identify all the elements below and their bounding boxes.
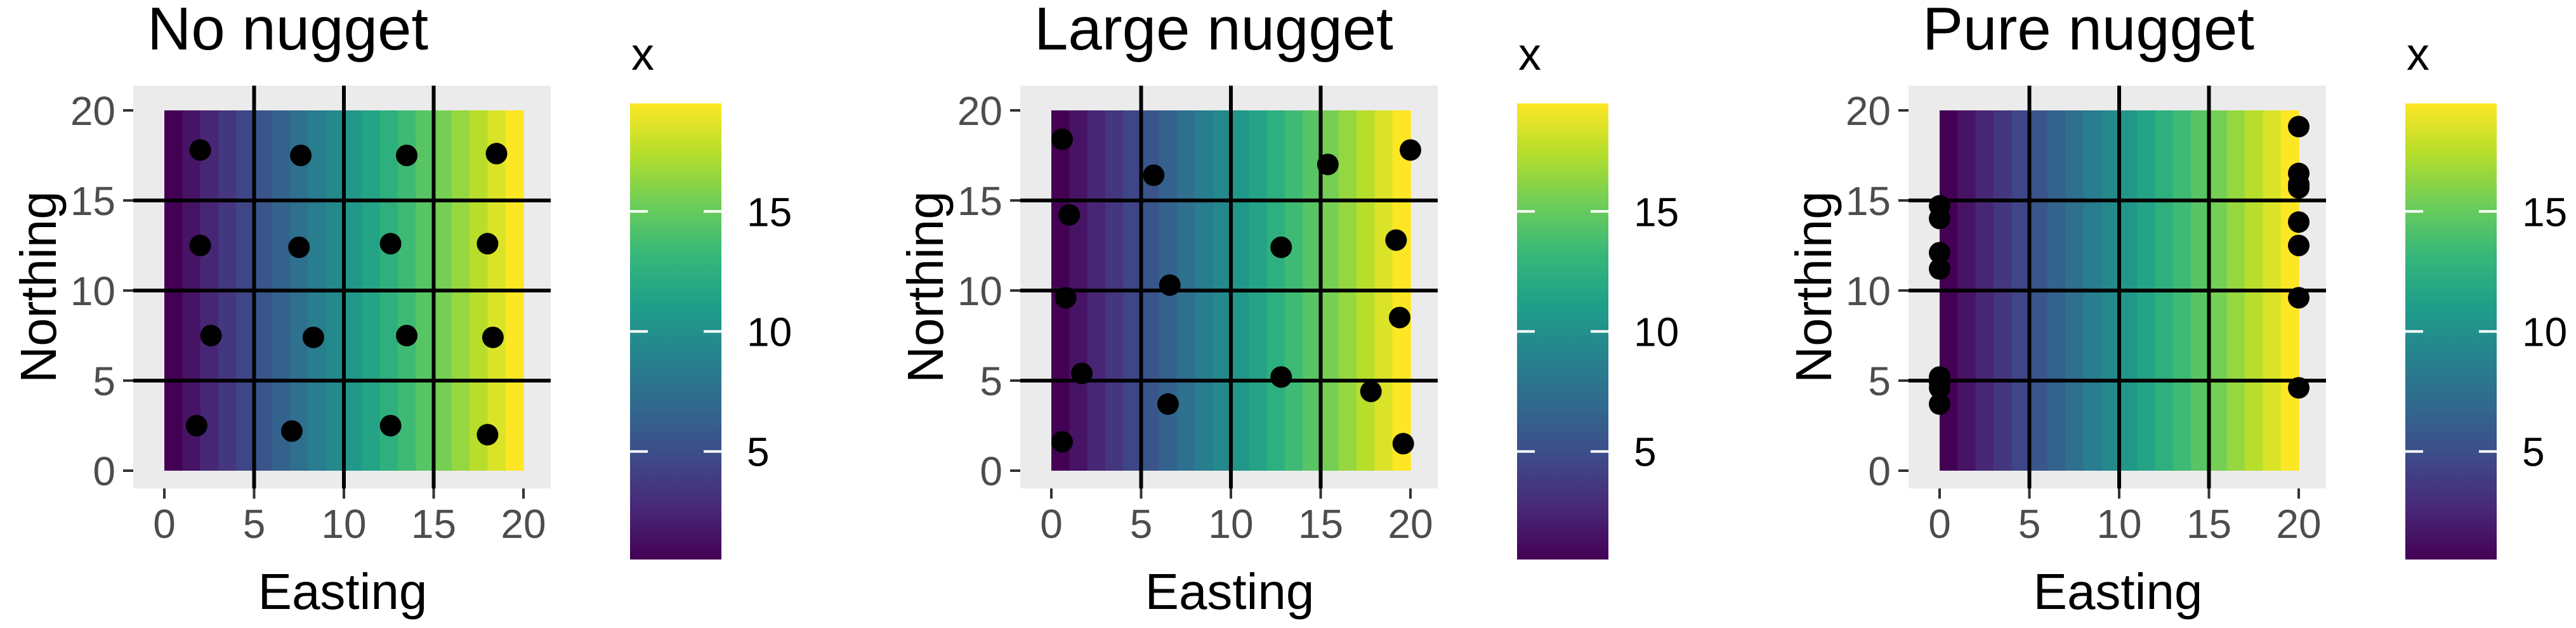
data-point	[1385, 229, 1407, 251]
legend-label: 5	[1634, 429, 1657, 475]
data-point	[482, 326, 504, 348]
legend-label: 10	[747, 310, 792, 355]
legend-title: x	[631, 29, 654, 80]
data-point	[288, 236, 310, 258]
y-tick-label: 20	[70, 88, 115, 134]
chart-title: Pure nugget	[1922, 0, 2254, 63]
data-point	[1055, 287, 1077, 309]
x-tick-label: 5	[1130, 501, 1153, 547]
y-tick-label: 5	[1868, 358, 1891, 404]
y-tick-label: 10	[70, 268, 115, 314]
legend-label: 15	[747, 189, 792, 235]
y-tick-label: 0	[980, 448, 1002, 494]
data-point	[1143, 164, 1165, 186]
legend-label: 10	[2522, 310, 2567, 355]
x-tick-label: 20	[2276, 501, 2321, 547]
data-point	[379, 415, 402, 436]
legend-title: x	[1518, 29, 1541, 80]
y-tick-label: 15	[1846, 178, 1891, 224]
data-point	[476, 424, 499, 446]
data-point	[1051, 128, 1073, 150]
x-tick-label: 10	[2096, 501, 2141, 547]
y-tick-label: 5	[980, 358, 1002, 404]
facet-panel-3: Pure nugget 0 5 10 15 20 0 5 10 15 20 Easting Northi…	[1785, 0, 2567, 620]
facet-panel-2: Large nugget 0 5 10 15 20 0 5 10 15 20 Easting North…	[897, 0, 1679, 620]
y-tick-label: 10	[1846, 268, 1891, 314]
chart-title: No nugget	[147, 0, 428, 63]
data-point	[1270, 366, 1292, 388]
x-tick-label: 10	[1208, 501, 1253, 547]
data-point	[2288, 211, 2310, 233]
data-point	[1929, 393, 1950, 415]
data-point	[476, 233, 499, 255]
data-point	[2288, 377, 2310, 399]
legend-label: 5	[2522, 429, 2545, 475]
y-axis-title: Northing	[10, 191, 67, 383]
x-axis-title: Easting	[1145, 563, 1315, 620]
y-axis-title: Northing	[1785, 191, 1842, 383]
data-point	[1929, 258, 1950, 280]
y-tick-label: 15	[70, 178, 115, 224]
data-point	[1051, 431, 1073, 453]
legend-label: 10	[1634, 310, 1679, 355]
x-tick-label: 15	[411, 501, 456, 547]
x-tick-label: 15	[1298, 501, 1343, 547]
x-tick-label: 0	[153, 501, 176, 547]
x-tick-label: 0	[1040, 501, 1063, 547]
data-point	[2288, 235, 2310, 256]
data-point	[302, 326, 324, 348]
x-tick-label: 20	[501, 501, 546, 547]
legend-label: 5	[747, 429, 770, 475]
data-point	[280, 420, 303, 442]
y-tick-label: 10	[957, 268, 1002, 314]
facet-panel-1: No nugget 0 5 10 15 20 0 5 10 15 20 Easting Northing…	[10, 0, 792, 620]
y-tick-label: 20	[1846, 88, 1891, 134]
data-point	[189, 139, 211, 161]
data-point	[290, 145, 312, 166]
data-point	[1392, 433, 1414, 455]
x-axis-title: Easting	[258, 563, 428, 620]
data-point	[1159, 274, 1181, 296]
data-point	[1389, 306, 1411, 329]
data-point	[189, 235, 211, 256]
y-tick-label: 15	[957, 178, 1002, 224]
y-axis-title: Northing	[897, 191, 954, 383]
x-tick-label: 5	[243, 501, 266, 547]
y-tick-label: 20	[957, 88, 1002, 134]
data-point	[1157, 393, 1179, 415]
data-point	[1058, 204, 1081, 226]
data-point	[1400, 139, 1421, 161]
x-tick-label: 20	[1388, 501, 1433, 547]
data-point	[1929, 207, 1950, 230]
data-point	[185, 415, 207, 436]
data-point	[396, 325, 418, 346]
y-tick-label: 0	[1868, 448, 1891, 494]
legend-label: 15	[1634, 189, 1679, 235]
x-tick-label: 0	[1928, 501, 1951, 547]
data-point	[379, 233, 402, 255]
legend-label: 15	[2522, 189, 2567, 235]
y-tick-label: 0	[93, 448, 115, 494]
x-tick-label: 5	[2018, 501, 2041, 547]
data-point	[1929, 242, 1950, 264]
legend-title: x	[2407, 29, 2429, 80]
y-tick-label: 5	[93, 358, 115, 404]
data-point	[396, 145, 418, 166]
data-point	[2288, 287, 2310, 309]
data-point	[1317, 154, 1339, 176]
data-point	[1360, 381, 1382, 403]
x-tick-label: 15	[2186, 501, 2231, 547]
data-point	[1929, 371, 1950, 393]
data-point	[485, 143, 508, 165]
x-axis-title: Easting	[2034, 563, 2203, 620]
data-point	[2288, 173, 2310, 195]
data-point	[2288, 115, 2310, 138]
chart-title: Large nugget	[1034, 0, 1393, 63]
data-point	[1071, 362, 1093, 384]
data-point	[1270, 236, 1292, 258]
x-tick-label: 10	[321, 501, 366, 547]
data-point	[200, 325, 222, 346]
